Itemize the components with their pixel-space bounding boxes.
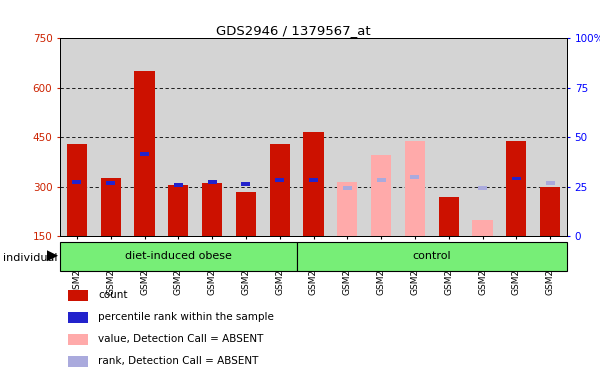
Bar [540, 187, 560, 236]
Bar [134, 71, 155, 236]
Bar [73, 180, 82, 184]
Title: GDS2946 / 1379567_at: GDS2946 / 1379567_at [216, 24, 371, 37]
Bar [439, 197, 459, 236]
Bar [545, 182, 554, 185]
Bar [478, 186, 487, 190]
Bar [68, 290, 88, 301]
Bar [506, 141, 526, 236]
Bar [472, 220, 493, 236]
Bar [68, 312, 88, 323]
Bar [174, 183, 183, 187]
Text: percentile rank within the sample: percentile rank within the sample [98, 312, 274, 322]
Bar [405, 141, 425, 236]
Bar [68, 334, 88, 345]
Bar [371, 156, 391, 236]
Bar [512, 177, 521, 180]
Bar [60, 242, 296, 271]
Bar [296, 242, 567, 271]
Bar [275, 178, 284, 182]
Bar [208, 180, 217, 184]
Polygon shape [47, 250, 58, 261]
Bar [410, 175, 419, 179]
Bar [106, 182, 115, 185]
Bar [140, 152, 149, 156]
Bar [202, 184, 222, 236]
Text: rank, Detection Call = ABSENT: rank, Detection Call = ABSENT [98, 356, 259, 366]
Bar [343, 186, 352, 190]
Bar [304, 132, 323, 236]
Text: diet-induced obese: diet-induced obese [125, 251, 232, 262]
Bar [377, 178, 386, 182]
Bar [337, 182, 358, 236]
Bar [236, 192, 256, 236]
Bar [241, 182, 250, 186]
Bar [269, 144, 290, 236]
Bar [68, 356, 88, 367]
Text: individual: individual [3, 253, 58, 263]
Bar [168, 185, 188, 236]
Text: control: control [412, 251, 451, 262]
Bar [67, 144, 87, 236]
Text: count: count [98, 290, 128, 300]
Bar [309, 178, 318, 182]
Bar [101, 179, 121, 236]
Text: value, Detection Call = ABSENT: value, Detection Call = ABSENT [98, 334, 263, 344]
